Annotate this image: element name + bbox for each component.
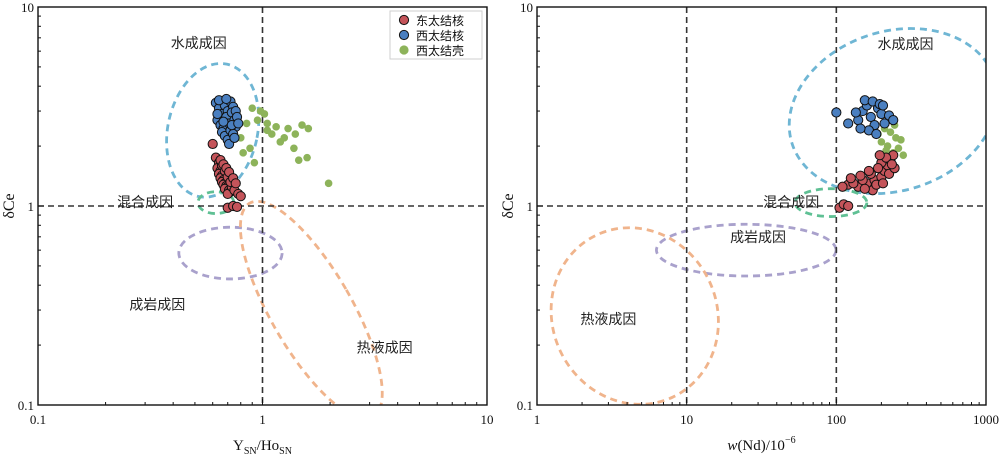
- y-axis-label: δCe: [500, 193, 517, 218]
- data-point: [837, 181, 848, 192]
- data-point: [298, 121, 306, 129]
- data-point: [845, 173, 856, 184]
- data-point: [263, 119, 272, 128]
- data-point: [843, 200, 854, 212]
- data-point: [324, 179, 333, 188]
- data-point: [850, 107, 861, 118]
- data-point: [303, 153, 311, 162]
- y-tick-label: 0.1: [18, 398, 34, 413]
- x-tick-label: 1: [534, 412, 541, 427]
- x-tick-label: 0.1: [30, 412, 46, 427]
- y-tick-label: 10: [520, 0, 533, 15]
- legend-label: 西太结壳: [416, 43, 464, 58]
- data-point: [899, 151, 908, 160]
- data-point: [877, 100, 889, 111]
- legend-label: 东太结核: [416, 13, 464, 28]
- data-point: [897, 136, 905, 144]
- data-point: [230, 178, 241, 189]
- y-axis-label: δCe: [1, 193, 18, 218]
- y-tick-label: 10: [21, 0, 34, 15]
- data-point: [235, 191, 246, 202]
- data-point: [242, 119, 251, 128]
- data-point: [291, 130, 300, 138]
- data-point: [239, 149, 247, 157]
- data-point: [276, 138, 285, 146]
- data-point: [831, 107, 842, 118]
- data-point: [294, 156, 303, 164]
- data-point: [877, 138, 886, 146]
- data-point: [207, 138, 218, 150]
- data-point: [263, 126, 272, 135]
- plot-area: [537, 7, 986, 405]
- region-label: 水成成因: [171, 36, 227, 52]
- region-label: 水成成因: [878, 37, 934, 53]
- data-point: [229, 132, 240, 143]
- data-point: [874, 150, 885, 161]
- y-tick-label: 0.1: [517, 398, 533, 413]
- region-label: 热液成因: [580, 312, 636, 328]
- legend-label: 西太结核: [416, 28, 464, 43]
- data-point: [221, 93, 232, 105]
- region-ellipse: [793, 187, 869, 218]
- data-point: [863, 165, 874, 177]
- data-point: [855, 170, 866, 181]
- data-point: [886, 128, 895, 136]
- data-point: [877, 178, 889, 189]
- data-point: [888, 115, 899, 126]
- data-point: [248, 104, 257, 113]
- data-point: [879, 118, 890, 129]
- region-ellipse: [238, 199, 384, 405]
- x-tick-label: 1: [259, 412, 266, 427]
- plot-area: [38, 7, 487, 405]
- region-label: 混合成因: [117, 195, 173, 211]
- data-point: [843, 118, 854, 129]
- region-label: 混合成因: [763, 195, 819, 211]
- legend-marker: [398, 14, 410, 26]
- data-point: [871, 128, 882, 140]
- legend-marker: [399, 45, 409, 55]
- data-point: [260, 110, 269, 118]
- data-point: [231, 201, 243, 212]
- data-point: [894, 144, 903, 153]
- data-point: [218, 116, 229, 127]
- region-label: 成岩成因: [730, 230, 786, 246]
- data-point: [882, 146, 890, 155]
- region-ellipse: [165, 62, 261, 199]
- y-tick-label: 1: [527, 199, 534, 214]
- legend-marker: [398, 29, 410, 41]
- x-tick-label: 100: [827, 412, 847, 427]
- x-tick-label: 10: [481, 412, 494, 427]
- x-tick-label: 10: [680, 412, 693, 427]
- region-ellipse: [655, 222, 838, 278]
- region-ellipse: [787, 27, 986, 195]
- data-point: [212, 108, 223, 120]
- region-ellipse: [177, 225, 284, 281]
- region-ellipse: [549, 226, 720, 405]
- data-point: [872, 163, 884, 174]
- data-point: [886, 159, 897, 170]
- x-tick-label: 1000: [973, 412, 999, 427]
- data-point: [859, 183, 870, 194]
- data-point: [855, 123, 866, 134]
- y-tick-label: 1: [28, 199, 35, 214]
- data-point: [284, 124, 292, 133]
- region-label: 成岩成因: [129, 297, 185, 313]
- x-axis-label: YSN/HoSN: [233, 438, 292, 455]
- data-point: [290, 144, 298, 153]
- data-point: [233, 118, 244, 129]
- data-point: [250, 158, 259, 167]
- data-point: [246, 144, 254, 153]
- data-point: [253, 116, 262, 124]
- data-point: [304, 124, 313, 133]
- x-axis-label: w(Nd)/10−6: [727, 435, 795, 454]
- data-point: [272, 123, 280, 131]
- region-label: 热液成因: [357, 340, 413, 356]
